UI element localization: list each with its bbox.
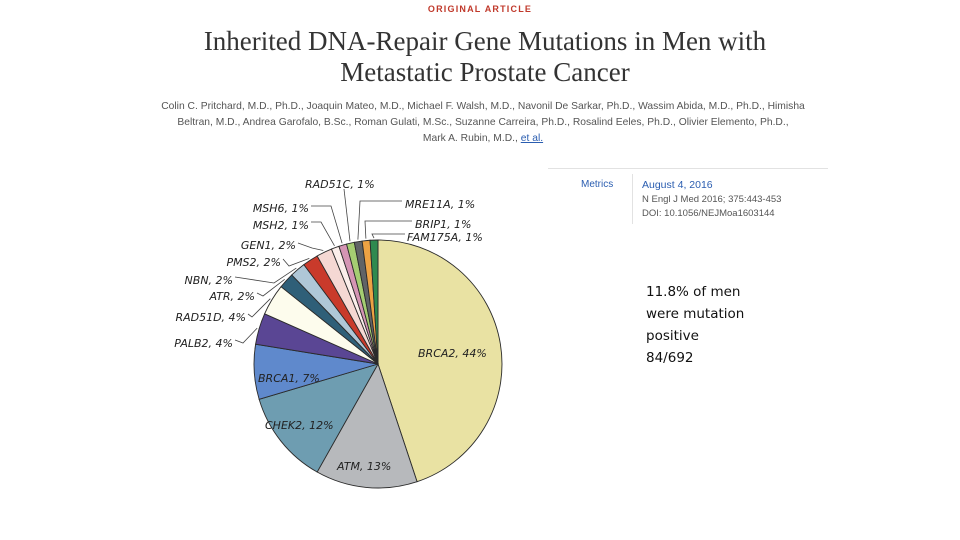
meta-divider-top [548, 168, 828, 169]
pie-slice-chek2 [258, 363, 379, 473]
pie-leader-fam175a [371, 233, 405, 239]
pie-leader-atr [256, 278, 285, 297]
pie-leader-msh2 [311, 221, 335, 246]
pie-label-gen1: GEN1, 2% [241, 239, 296, 252]
note-line-1: 11.8% of men [646, 284, 741, 300]
author-line-3: Mark A. Rubin, M.D., et al. [138, 131, 828, 147]
note-line-4: 84/692 [646, 350, 694, 366]
publication-date: August 4, 2016 [642, 179, 713, 191]
pie-label-atm: ATM, 13% [336, 460, 391, 473]
pie-label-rad51c: RAD51C, 1% [305, 178, 375, 191]
pie-label-chek2: CHEK2, 12% [265, 419, 334, 432]
pie-slices [253, 239, 503, 489]
pie-label-brca2: BRCA2, 44% [418, 347, 487, 360]
pie-slice-brca2 [377, 239, 503, 483]
author-line-2: Beltran, M.D., Andrea Garofalo, B.Sc., R… [177, 117, 789, 128]
pie-label-fam175a: FAM175A, 1% [407, 231, 483, 244]
pie-label-nbn: NBN, 2% [185, 274, 233, 287]
pie-leader-palb2 [234, 327, 258, 344]
pie-leader-rad51c [343, 188, 351, 242]
article-title: Inherited DNA-Repair Gene Mutations in M… [0, 26, 960, 88]
article-title-line-1: Inherited DNA-Repair Gene Mutations in M… [203, 26, 767, 56]
pie-label-mre11a: MRE11A, 1% [405, 198, 475, 211]
pie-label-msh2: MSH2, 1% [253, 219, 309, 232]
pie-slice-atm [316, 362, 418, 489]
journal-citation: N Engl J Med 2016; 375:443-453 [642, 194, 782, 205]
pie-leader-gen1 [297, 242, 324, 251]
metrics-tab[interactable]: Metrics [581, 179, 614, 190]
author-line-3-text: Mark A. Rubin, M.D., [422, 133, 518, 144]
pie-label-pms2: PMS2, 2% [226, 256, 281, 269]
pie-leader-lines [234, 188, 412, 344]
pie-leader-nbn [234, 267, 297, 284]
author-line-1: Colin C. Pritchard, M.D., Ph.D., Joaquin… [161, 101, 805, 112]
pie-leader-msh6 [311, 205, 343, 244]
mutation-summary-note: 11.8% of men were mutation positive 84/6… [646, 281, 806, 369]
et-al-link[interactable]: et al. [520, 133, 544, 144]
pie-leader-brip1 [364, 220, 412, 239]
pie-labels: BRCA2, 44% ATM, 13% CHEK2, 12% BRCA1, 7% PAL… [174, 178, 487, 473]
pie-label-palb2: PALB2, 4% [174, 337, 233, 350]
article-title-line-2: Metastatic Prostate Cancer [340, 57, 630, 87]
pie-label-brca1: BRCA1, 7% [258, 372, 320, 385]
meta-divider-vertical [632, 174, 633, 224]
article-type-badge: ORIGINAL ARTICLE [427, 4, 533, 14]
note-line-2: were mutation [646, 306, 745, 322]
pie-leader-rad51d [247, 298, 271, 318]
pie-slice-fam175a [369, 239, 379, 365]
doi: DOI: 10.1056/NEJMoa1603144 [642, 208, 775, 219]
note-line-3: positive [646, 328, 699, 344]
author-list: Colin C. Pritchard, M.D., Ph.D., Joaquin… [138, 99, 828, 147]
pie-leader-pms2 [282, 258, 310, 267]
pie-label-msh6: MSH6, 1% [253, 202, 309, 215]
pie-label-rad51d: RAD51D, 4% [175, 311, 246, 324]
pie-leader-mre11a [357, 200, 402, 240]
pie-label-brip1: BRIP1, 1% [415, 218, 472, 231]
pie-label-atr: ATR, 2% [208, 290, 255, 303]
